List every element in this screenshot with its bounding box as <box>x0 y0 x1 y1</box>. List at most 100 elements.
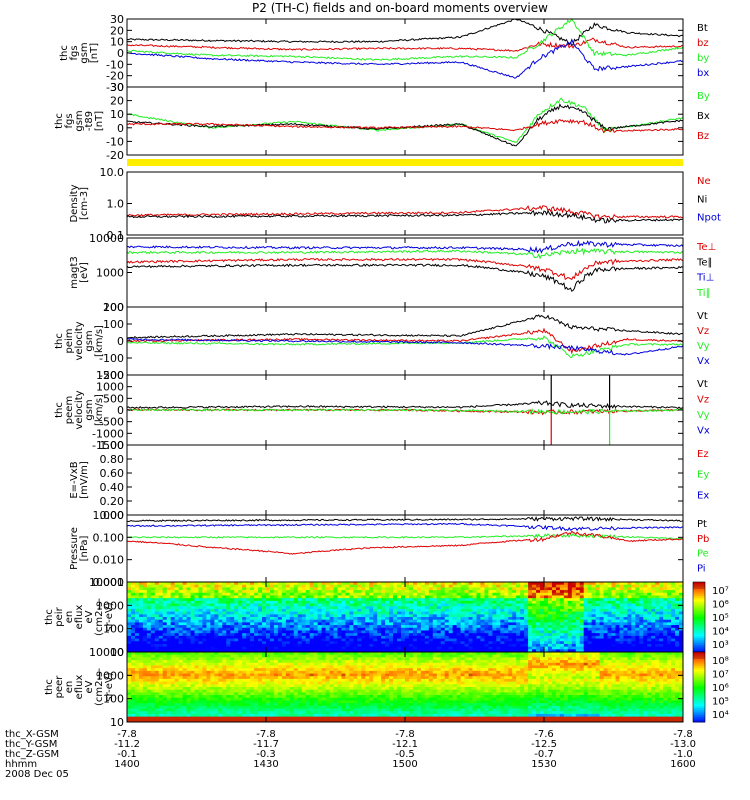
y-tick-label: -20 <box>106 149 124 162</box>
heatmap-cell <box>329 600 335 605</box>
heatmap-cell <box>186 719 192 723</box>
heatmap-cell <box>512 603 517 607</box>
heatmap-cell <box>142 678 148 683</box>
heatmap-cell <box>369 608 374 613</box>
heatmap-cell <box>166 600 172 605</box>
heatmap-cell <box>166 676 172 680</box>
heatmap-cell <box>134 684 140 688</box>
heatmap-cell <box>345 600 350 605</box>
heatmap-cell <box>130 676 136 680</box>
heatmap-cell <box>198 603 203 607</box>
heatmap-cell <box>154 643 160 648</box>
heatmap-cell <box>186 708 192 712</box>
y-axis-label: Density[cm-3] <box>69 184 90 222</box>
heatmap-cell <box>603 638 609 642</box>
heatmap-cell <box>619 635 624 640</box>
heatmap-cell <box>671 582 676 586</box>
y-tick-label: 100 <box>103 301 124 314</box>
heatmap-cell <box>190 657 196 661</box>
heatmap-cell <box>234 600 239 605</box>
heatmap-cell <box>246 630 251 634</box>
heatmap-cell <box>329 582 335 586</box>
heatmap-cell <box>162 695 168 699</box>
heatmap-cell <box>238 643 243 648</box>
heatmap-cell <box>158 598 164 602</box>
heatmap-cell <box>158 595 164 599</box>
heatmap-cell <box>631 617 636 621</box>
heatmap-cell <box>631 608 636 613</box>
heatmap-cell <box>226 622 231 626</box>
heatmap-cell <box>488 592 493 596</box>
heatmap-cell <box>194 681 199 685</box>
heatmap-cell <box>555 643 561 648</box>
heatmap-cell <box>528 622 533 626</box>
heatmap-cell <box>639 641 644 645</box>
heatmap-cell <box>416 633 422 637</box>
heatmap-cell <box>230 654 235 658</box>
heatmap-cell <box>130 622 136 626</box>
heatmap-cell <box>170 587 176 591</box>
heatmap-cell <box>258 619 263 623</box>
heatmap-cell <box>623 643 628 648</box>
heatmap-cell <box>559 619 565 623</box>
heatmap-cell <box>293 590 299 594</box>
heatmap-cell <box>285 582 291 586</box>
heatmap-cell <box>162 700 168 704</box>
heatmap-cell <box>524 633 529 637</box>
heatmap-cell <box>262 657 267 661</box>
heatmap-cell <box>289 643 295 648</box>
heatmap-cell <box>432 641 438 645</box>
heatmap-cell <box>488 625 493 629</box>
heatmap-cell <box>234 668 239 672</box>
heatmap-cell <box>190 646 196 650</box>
heatmap-cell <box>377 606 382 610</box>
heatmap-cell <box>361 627 366 631</box>
heatmap-cell <box>377 635 382 640</box>
heatmap-cell <box>496 641 501 645</box>
heatmap-cell <box>544 608 549 613</box>
heatmap-cell <box>198 617 203 621</box>
heatmap-cell <box>508 638 513 642</box>
heatmap-cell <box>591 630 597 634</box>
heatmap-cell <box>230 649 235 653</box>
heatmap-cell <box>198 625 203 629</box>
heatmap-cell <box>234 646 239 650</box>
heatmap-cell <box>166 673 172 677</box>
heatmap-cell <box>317 630 323 634</box>
y-tick-label: 0.00 <box>100 509 125 522</box>
heatmap-cell <box>520 600 525 605</box>
heatmap-cell <box>567 630 573 634</box>
heatmap-cell <box>277 606 283 610</box>
heatmap-cell <box>313 646 319 650</box>
heatmap-cell <box>635 625 640 629</box>
heatmap-cell <box>178 652 184 656</box>
heatmap-cell <box>583 590 589 594</box>
heatmap-cell <box>357 625 362 629</box>
heatmap-cell <box>166 603 172 607</box>
heatmap-cell <box>520 627 525 631</box>
heatmap-cell <box>540 614 545 618</box>
heatmap-cell <box>524 617 529 621</box>
heatmap-cell <box>313 643 319 648</box>
heatmap-cell <box>262 660 267 664</box>
heatmap-cell <box>412 630 418 634</box>
heatmap-cell <box>214 595 219 599</box>
heatmap-cell <box>254 670 259 675</box>
heatmap-cell <box>258 713 263 718</box>
heatmap-cell <box>226 676 231 680</box>
heatmap-cell <box>679 595 684 599</box>
heatmap-cell <box>464 638 470 642</box>
colorbar-segment <box>693 608 705 611</box>
heatmap-cell <box>369 590 374 594</box>
heatmap-cell <box>158 582 164 586</box>
heatmap-cell <box>222 681 227 685</box>
heatmap-cell <box>194 678 199 683</box>
heatmap-cell <box>178 630 184 634</box>
heatmap-cell <box>273 592 279 596</box>
heatmap-cell <box>281 595 287 599</box>
heatmap-cell <box>659 606 664 610</box>
heatmap-cell <box>234 627 239 631</box>
heatmap-cell <box>254 608 259 613</box>
heatmap-cell <box>138 638 144 642</box>
heatmap-cell <box>555 649 561 653</box>
